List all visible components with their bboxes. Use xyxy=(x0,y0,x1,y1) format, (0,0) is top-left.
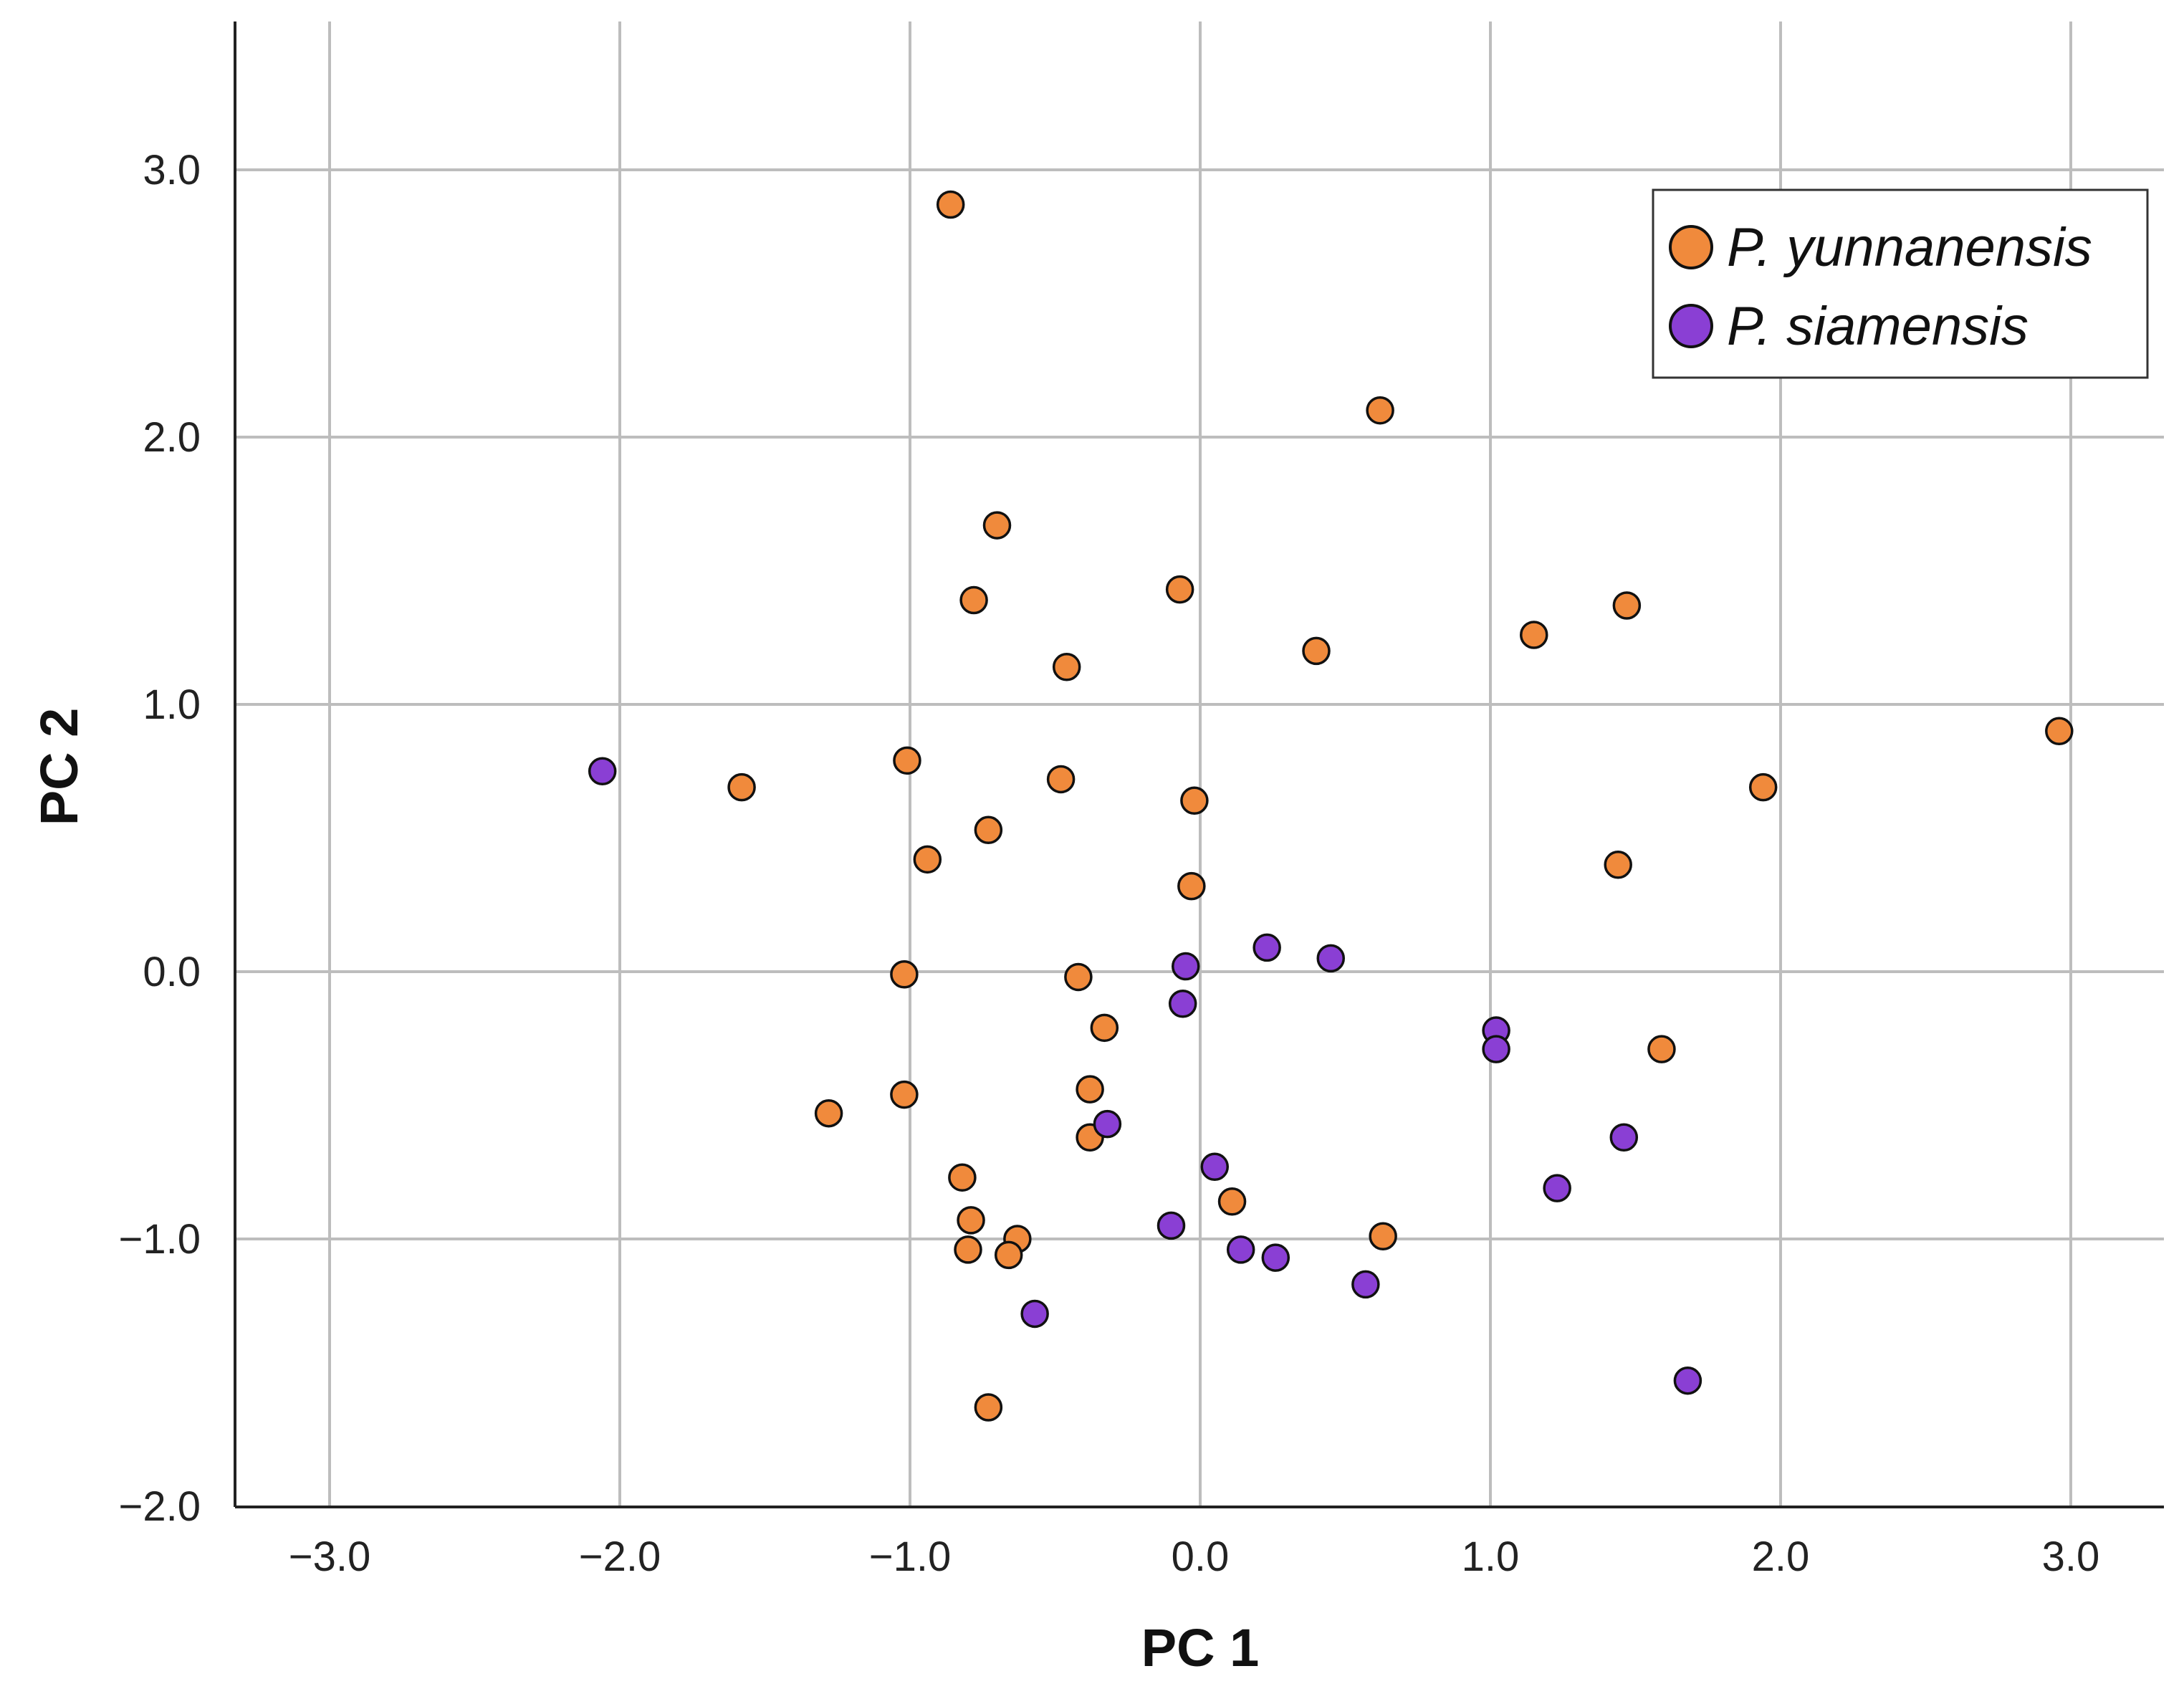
data-point-p-siamensis xyxy=(1482,1035,1510,1063)
x-tick-label: 0.0 xyxy=(1172,1533,1230,1580)
data-point-p-siamensis xyxy=(1261,1243,1290,1272)
legend-label-p-yunnanensis: P. yunnanensis xyxy=(1727,217,2092,278)
data-point-p-siamensis xyxy=(1316,944,1345,973)
data-point-p-yunnanensis xyxy=(1604,851,1632,879)
data-point-p-siamensis xyxy=(1351,1270,1380,1299)
data-point-p-yunnanensis xyxy=(2045,717,2074,746)
data-point-p-siamensis xyxy=(588,757,617,785)
data-point-p-yunnanensis xyxy=(1046,765,1076,794)
x-axis-title: PC 1 xyxy=(1141,1618,1260,1678)
y-tick-label: 2.0 xyxy=(143,414,201,461)
data-point-p-siamensis xyxy=(1543,1174,1571,1202)
data-point-p-yunnanensis xyxy=(936,190,965,219)
data-point-p-yunnanensis xyxy=(1612,591,1642,620)
data-point-p-siamensis xyxy=(1156,1211,1186,1240)
y-axis-title: PC 2 xyxy=(29,708,89,826)
y-tick-label: 1.0 xyxy=(143,681,201,728)
x-tick-label: −3.0 xyxy=(289,1533,371,1580)
legend-marker-p-yunnanensis xyxy=(1669,225,1713,269)
data-point-p-yunnanensis xyxy=(1217,1187,1247,1216)
data-point-p-yunnanensis xyxy=(1366,396,1394,425)
data-point-p-yunnanensis xyxy=(1076,1075,1104,1104)
x-tick-label: −2.0 xyxy=(579,1533,661,1580)
data-point-p-siamensis xyxy=(1200,1152,1229,1182)
y-tick-label: 0.0 xyxy=(143,949,201,995)
legend-marker-p-siamensis xyxy=(1669,304,1713,348)
data-point-p-siamensis xyxy=(1226,1235,1255,1264)
data-point-p-yunnanensis xyxy=(1180,786,1209,815)
data-point-p-yunnanensis xyxy=(957,1206,985,1235)
data-point-p-siamensis xyxy=(1673,1366,1702,1395)
data-point-p-yunnanensis xyxy=(1052,653,1081,681)
legend: P. yunnanensis P. siamensis xyxy=(1652,188,2149,379)
x-tick-labels: −3.0 −2.0 −1.0 0.0 1.0 2.0 3.0 xyxy=(289,1533,2100,1580)
data-point-p-yunnanensis xyxy=(1165,575,1194,604)
data-point-p-yunnanensis xyxy=(727,772,756,802)
y-tick-labels: −2.0 −1.0 0.0 1.0 2.0 3.0 xyxy=(119,147,201,1530)
y-tick-label: −2.0 xyxy=(119,1483,201,1530)
data-point-p-yunnanensis xyxy=(1520,621,1548,649)
y-tick-label: 3.0 xyxy=(143,147,201,193)
data-point-p-siamensis xyxy=(1172,952,1200,981)
data-point-p-yunnanensis xyxy=(1064,962,1093,992)
data-point-p-yunnanensis xyxy=(1302,636,1331,666)
data-point-p-siamensis xyxy=(1020,1299,1049,1329)
data-point-p-yunnanensis xyxy=(1369,1222,1397,1251)
data-point-p-yunnanensis xyxy=(814,1099,843,1128)
x-tick-label: 1.0 xyxy=(1462,1533,1520,1580)
legend-box xyxy=(1652,188,2149,379)
data-point-p-yunnanensis xyxy=(1647,1035,1676,1063)
data-point-p-siamensis xyxy=(1609,1123,1639,1152)
data-point-p-yunnanensis xyxy=(954,1235,982,1264)
data-point-p-yunnanensis xyxy=(890,959,919,989)
x-tick-label: 3.0 xyxy=(2042,1533,2100,1580)
data-point-p-siamensis xyxy=(1253,933,1281,962)
y-tick-label: −1.0 xyxy=(119,1216,201,1263)
data-point-p-yunnanensis xyxy=(893,746,921,775)
data-point-p-yunnanensis xyxy=(994,1240,1023,1270)
data-points xyxy=(588,190,2074,1422)
data-point-p-yunnanensis xyxy=(1748,772,1778,802)
x-tick-label: −1.0 xyxy=(869,1533,952,1580)
data-point-p-yunnanensis xyxy=(982,511,1012,540)
data-point-p-yunnanensis xyxy=(913,845,942,874)
data-point-p-siamensis xyxy=(1168,990,1197,1018)
data-point-p-siamensis xyxy=(1093,1109,1122,1139)
data-point-p-yunnanensis xyxy=(890,1080,919,1109)
data-point-p-yunnanensis xyxy=(1090,1013,1119,1043)
data-point-p-yunnanensis xyxy=(948,1163,977,1192)
legend-label-p-siamensis: P. siamensis xyxy=(1727,296,2029,357)
x-tick-label: 2.0 xyxy=(1752,1533,1810,1580)
data-point-p-yunnanensis xyxy=(959,585,988,615)
data-point-p-yunnanensis xyxy=(1177,871,1206,901)
axes xyxy=(234,21,2164,1508)
data-point-p-yunnanensis xyxy=(974,815,1003,845)
data-point-p-yunnanensis xyxy=(974,1393,1003,1422)
